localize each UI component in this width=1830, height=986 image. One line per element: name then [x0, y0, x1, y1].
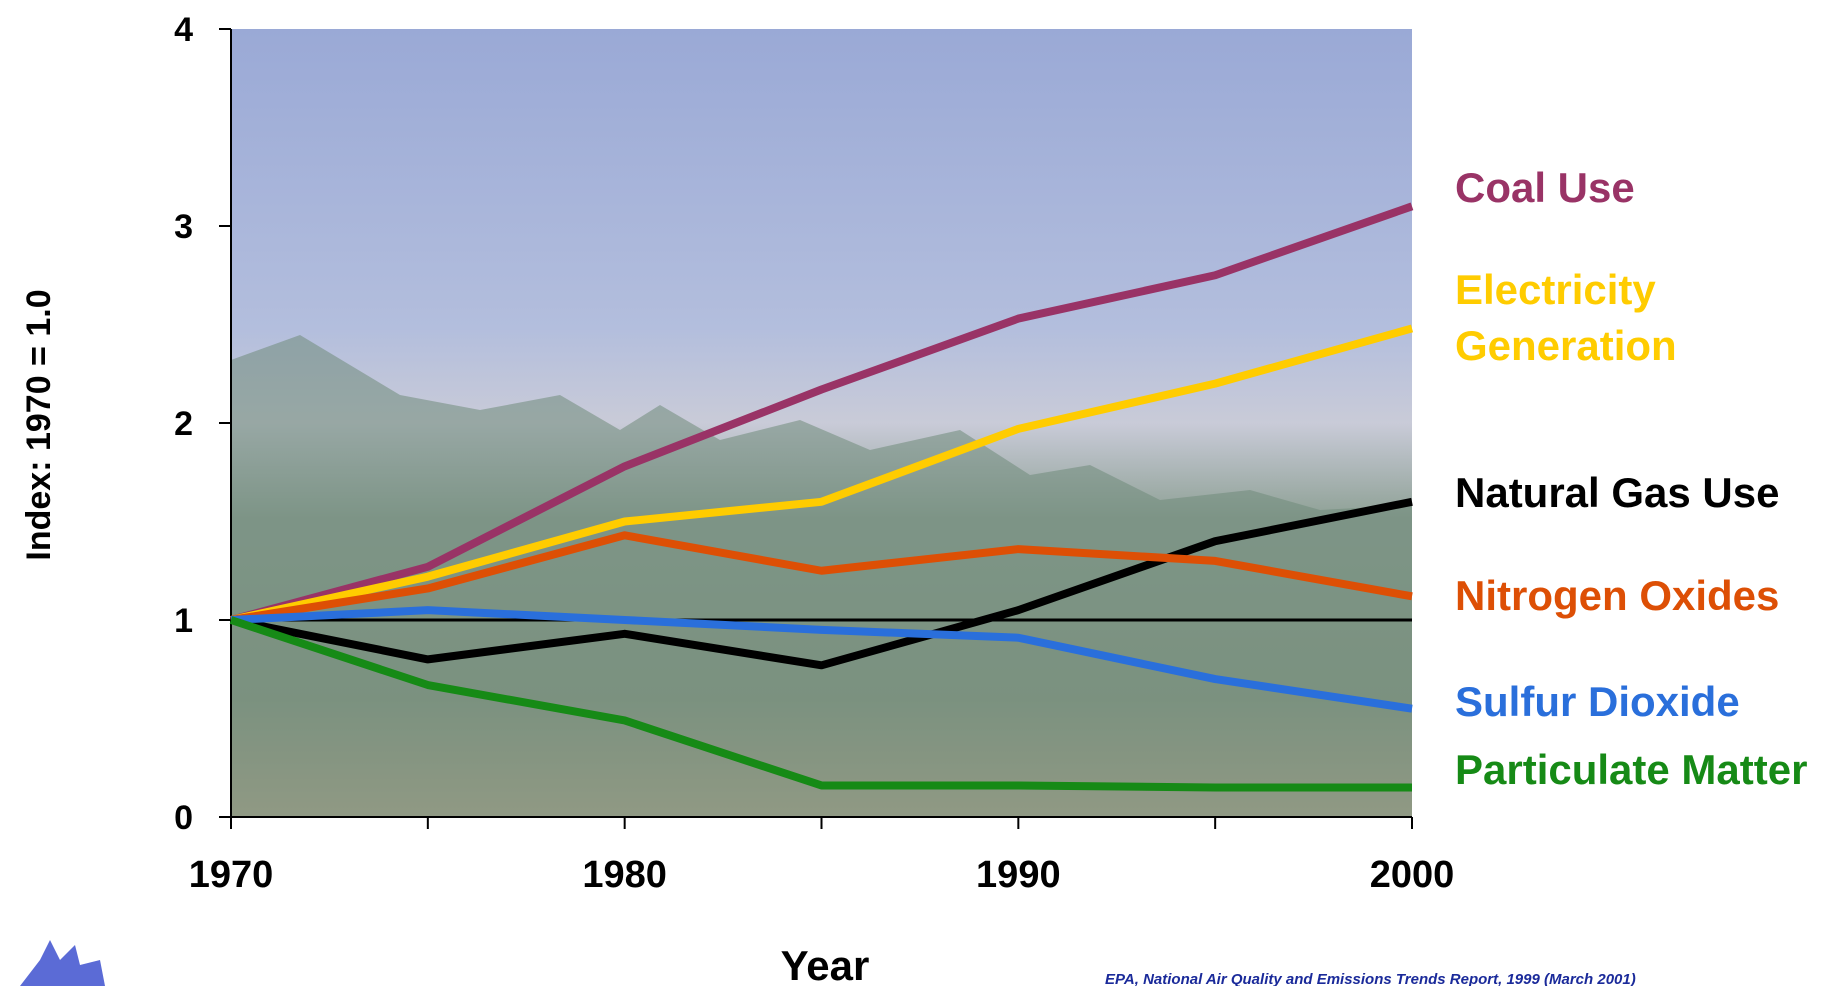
y-tick-label: 3	[174, 208, 193, 246]
series-line	[230, 531, 1413, 624]
series-line	[230, 606, 1413, 713]
series-line	[229, 202, 1414, 624]
y-axis-title: Index: 1970 = 1.0	[20, 289, 58, 560]
legend-label: Natural Gas Use	[1455, 469, 1780, 516]
series-line	[229, 616, 1412, 792]
series-line	[230, 497, 1413, 670]
y-tick-label: 0	[174, 799, 193, 837]
x-axis-title: Year	[781, 942, 870, 986]
y-tick-label: 2	[174, 405, 193, 443]
legend-label: Coal Use	[1455, 164, 1635, 211]
mountains	[231, 335, 1412, 817]
logo	[20, 940, 105, 986]
legend-label: Nitrogen Oxides	[1455, 572, 1780, 619]
y-tick-label: 1	[174, 602, 193, 640]
x-tick-label: 1970	[189, 854, 274, 896]
x-tick-label: 1980	[582, 854, 667, 896]
legend-label: Particulate Matter	[1455, 746, 1808, 793]
source-note: EPA, National Air Quality and Emissions …	[1105, 971, 1636, 986]
y-tick-label: 4	[174, 11, 193, 49]
x-tick-label: 2000	[1370, 854, 1455, 896]
x-tick-label: 1990	[976, 854, 1061, 896]
legend-label: Electricity Generation	[1455, 266, 1677, 369]
legend-label: Sulfur Dioxide	[1455, 678, 1740, 725]
series-line	[230, 324, 1414, 624]
